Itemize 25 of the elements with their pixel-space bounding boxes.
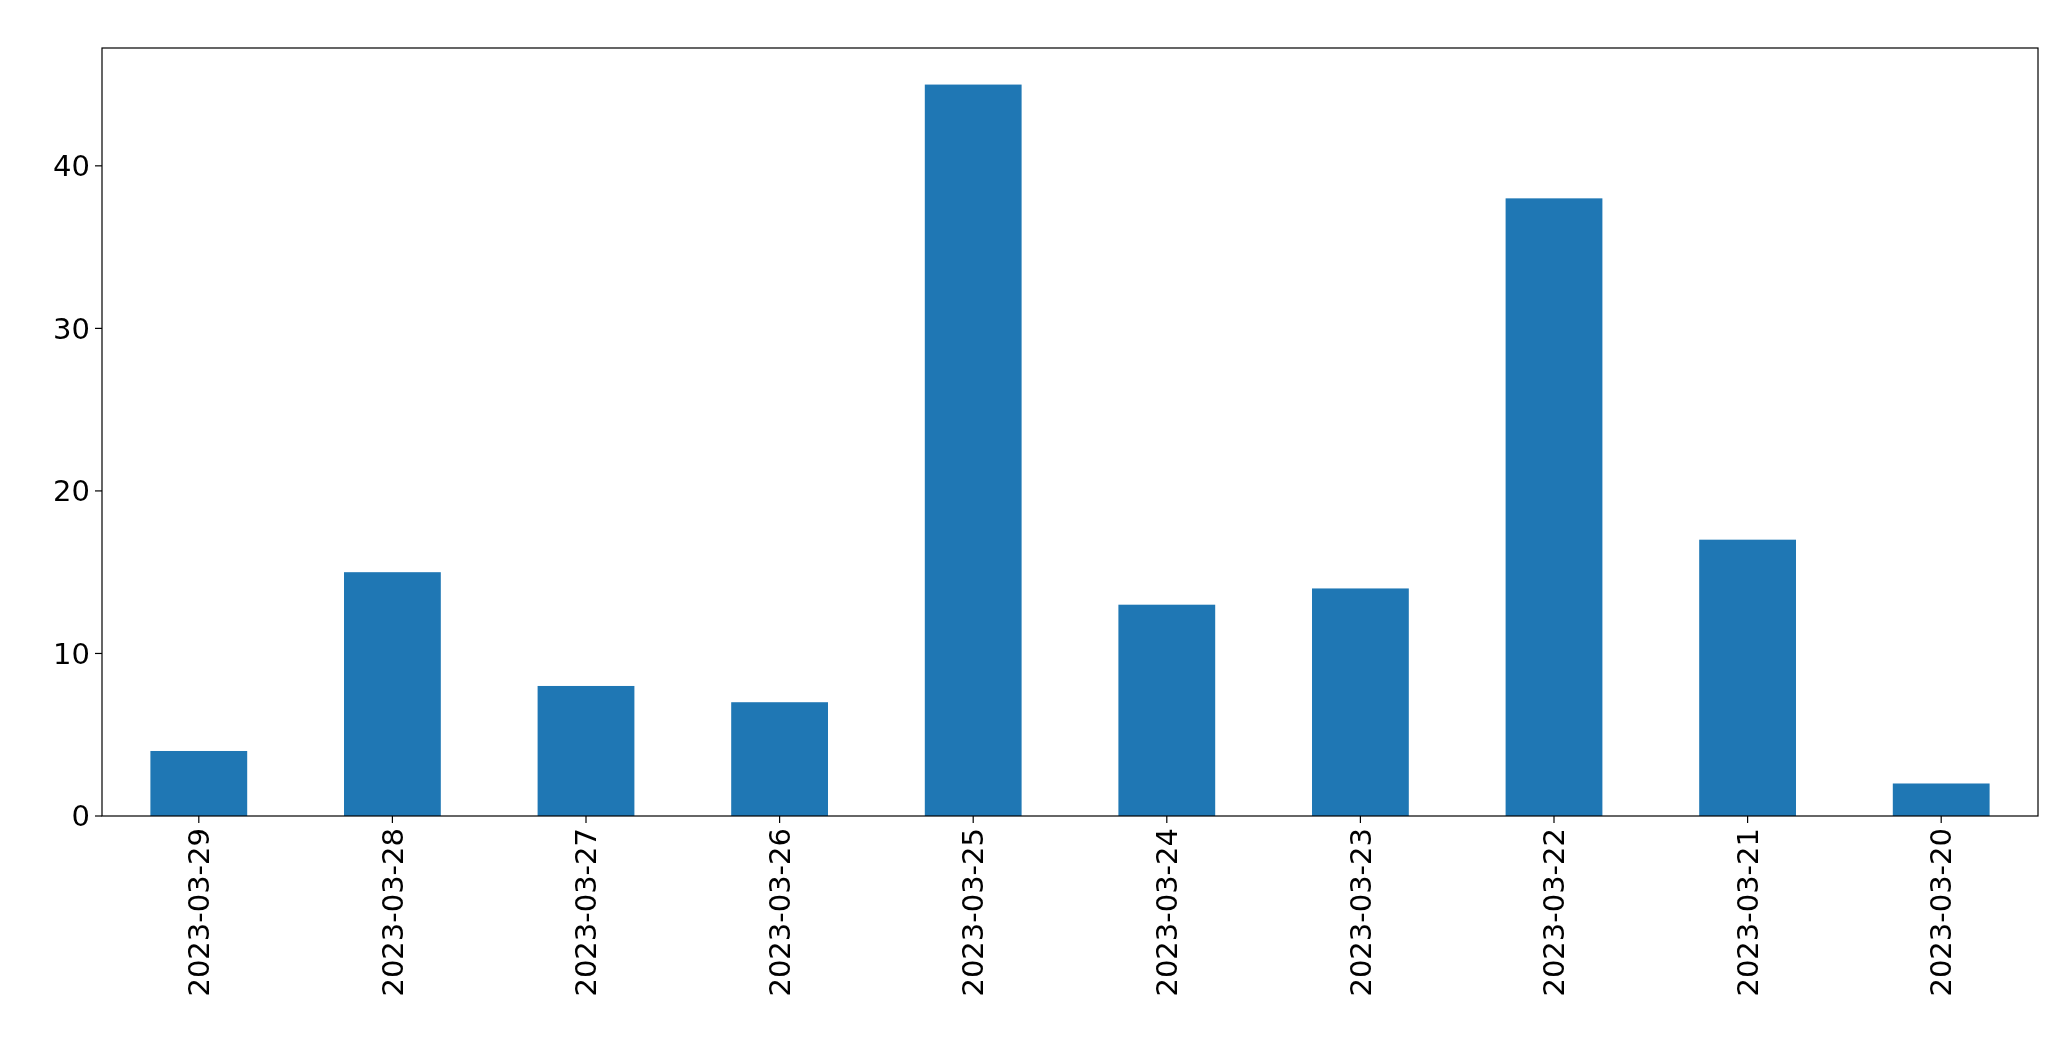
x-tick-label: 2023-03-26 [762, 828, 797, 997]
x-tick-label: 2023-03-28 [375, 828, 410, 997]
y-tick-label: 30 [53, 311, 90, 346]
x-tick-label: 2023-03-23 [1343, 828, 1378, 997]
bar [924, 84, 1022, 816]
x-tick-label: 2023-03-25 [956, 828, 991, 997]
x-tick-label: 2023-03-21 [1730, 828, 1765, 997]
bar [1699, 539, 1796, 816]
bar [537, 685, 635, 816]
x-tick-label: 2023-03-20 [1924, 828, 1959, 997]
bar [731, 702, 828, 816]
bar [1118, 604, 1216, 816]
bar [150, 750, 248, 816]
bar [1505, 198, 1603, 816]
x-tick-label: 2023-03-22 [1537, 828, 1572, 997]
x-tick-label: 2023-03-27 [569, 828, 604, 997]
bar [1312, 588, 1409, 816]
y-tick-label: 0 [71, 799, 90, 834]
x-tick-label: 2023-03-29 [181, 828, 216, 997]
bar [1892, 783, 1990, 816]
x-tick-label: 2023-03-24 [1149, 828, 1184, 997]
bar [344, 572, 441, 816]
y-tick-label: 20 [53, 474, 90, 509]
y-tick-label: 40 [53, 148, 90, 183]
y-tick-label: 10 [53, 636, 90, 671]
